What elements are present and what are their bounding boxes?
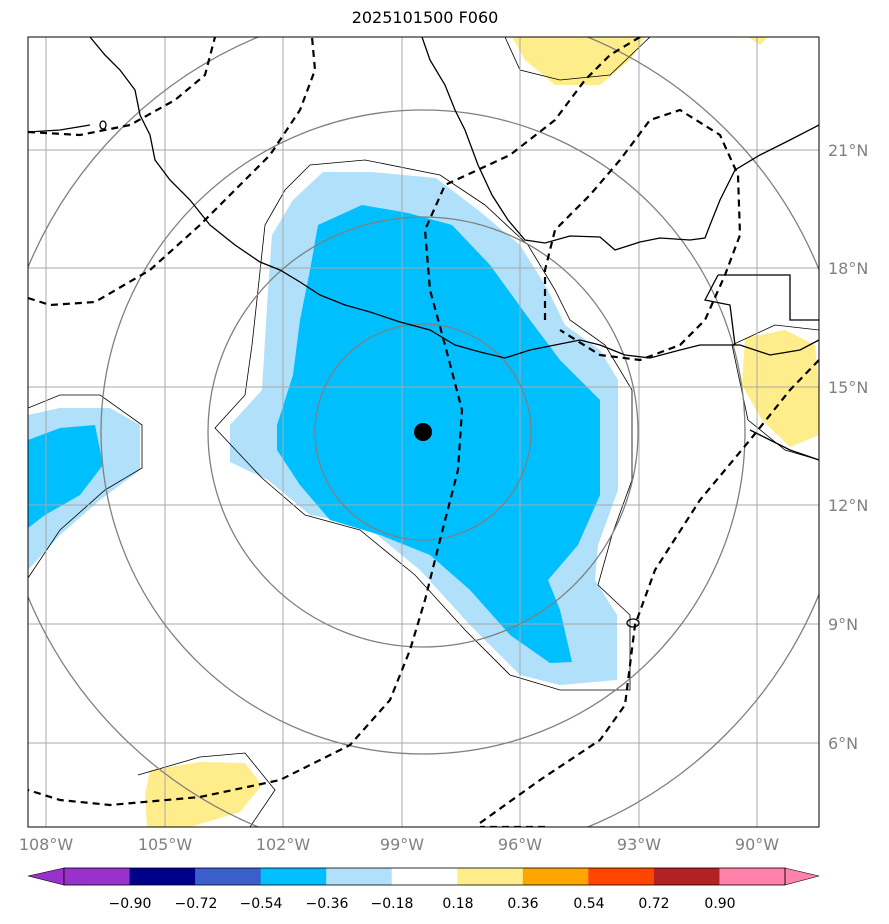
colorbar-segment bbox=[195, 868, 262, 885]
gridlines bbox=[28, 37, 819, 827]
colorbar-segment bbox=[719, 868, 786, 885]
guatemala-border bbox=[718, 274, 819, 321]
central-america-coast bbox=[599, 339, 819, 359]
colorbar-segment bbox=[326, 868, 393, 885]
colorbar-label: −0.18 bbox=[371, 896, 414, 912]
deep-blue-region-main bbox=[277, 205, 600, 663]
colorbar-segment bbox=[391, 868, 458, 885]
lon-tick-label: 99°W bbox=[380, 835, 424, 854]
range-ring-2 bbox=[207, 216, 639, 648]
colorbar-label: 0.72 bbox=[638, 896, 669, 912]
yellow-region-east bbox=[742, 330, 819, 447]
colorbar-segment bbox=[457, 868, 524, 885]
colorbar-label: −0.90 bbox=[109, 896, 152, 912]
colorbar-extend-right bbox=[784, 867, 820, 886]
colorbar-segment bbox=[522, 868, 589, 885]
colorbar-label: 0.36 bbox=[507, 896, 538, 912]
lat-tick-label: 12°N bbox=[828, 496, 868, 515]
dashed-contour-3 bbox=[28, 37, 641, 807]
colorbar-label: 0.18 bbox=[442, 896, 473, 912]
dashed-contour-1 bbox=[28, 37, 217, 137]
colorbar-segment bbox=[129, 868, 196, 885]
dashed-contour-2 bbox=[28, 37, 317, 307]
lon-tick-label: 105°W bbox=[138, 835, 193, 854]
outline-east-yellow bbox=[731, 324, 819, 461]
deep-blue-region-west bbox=[28, 425, 103, 528]
mexico-gulf-coast bbox=[421, 37, 711, 251]
colorbar-segments bbox=[64, 868, 786, 885]
lon-tick-label: 93°W bbox=[617, 835, 661, 854]
dashed-contours bbox=[28, 37, 819, 827]
colorbar-extend-left bbox=[27, 867, 65, 886]
lon-tick-label: 96°W bbox=[498, 835, 542, 854]
yellow-region-north-east bbox=[748, 37, 768, 45]
lat-tick-label: 21°N bbox=[828, 141, 868, 160]
mexico-pacific-coast bbox=[89, 37, 601, 359]
outline-west bbox=[28, 394, 143, 579]
mexico-guatemala-border bbox=[704, 274, 736, 346]
colorbar-frame bbox=[63, 867, 786, 886]
coastlines bbox=[28, 37, 819, 628]
dashed-contour-4 bbox=[479, 359, 819, 827]
map-frame bbox=[27, 36, 820, 828]
colorbar-segment bbox=[588, 868, 655, 885]
yellow-region-southwest bbox=[145, 762, 262, 827]
lon-tick-labels: 108°W 105°W 102°W 99°W 96°W 93°W 90°W bbox=[19, 835, 779, 854]
colorbar-label: 0.90 bbox=[704, 896, 735, 912]
lon-tick-label: 90°W bbox=[735, 835, 779, 854]
colorbar-segment bbox=[653, 868, 720, 885]
lon-tick-label: 102°W bbox=[256, 835, 311, 854]
yucatan-coast bbox=[709, 124, 819, 226]
colorbar-label: −0.54 bbox=[240, 896, 283, 912]
colorbar-label: 0.54 bbox=[573, 896, 604, 912]
baja-tip bbox=[28, 124, 91, 133]
lat-tick-label: 18°N bbox=[828, 259, 868, 278]
lon-tick-label: 108°W bbox=[19, 835, 74, 854]
colorbar-segment bbox=[64, 868, 131, 885]
range-ring-1 bbox=[314, 323, 532, 541]
colorbar: −0.90 −0.72 −0.54 −0.36 −0.18 0.18 0.36 … bbox=[27, 867, 820, 912]
outline-southwest-yellow bbox=[137, 752, 276, 827]
outline-north-yellow bbox=[504, 37, 651, 81]
map-title: 2025101500 F060 bbox=[351, 8, 499, 27]
colorbar-segment bbox=[260, 868, 327, 885]
islet bbox=[99, 120, 107, 130]
storm-center-marker bbox=[414, 423, 432, 441]
lat-tick-label: 15°N bbox=[828, 378, 868, 397]
lat-tick-labels: 21°N 18°N 15°N 12°N 9°N 6°N bbox=[828, 141, 868, 753]
lat-tick-label: 6°N bbox=[828, 734, 858, 753]
island-marker bbox=[626, 618, 640, 628]
lat-tick-label: 9°N bbox=[828, 615, 858, 634]
panama-coast bbox=[749, 429, 819, 461]
range-ring-3 bbox=[100, 109, 746, 755]
colorbar-label: −0.72 bbox=[175, 896, 218, 912]
dashed-contour-5 bbox=[543, 108, 742, 362]
range-rings bbox=[28, 37, 819, 827]
colorbar-label: −0.36 bbox=[306, 896, 349, 912]
